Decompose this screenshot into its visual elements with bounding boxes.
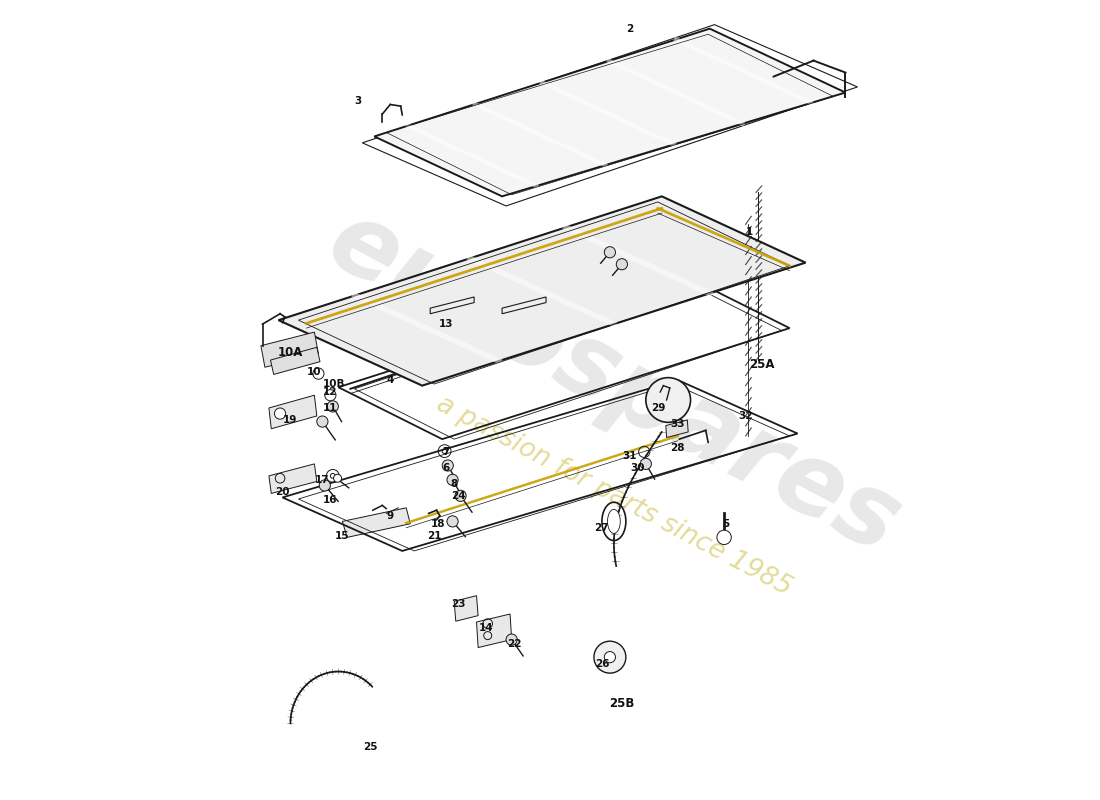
Text: 2: 2: [626, 24, 634, 34]
Circle shape: [330, 474, 336, 478]
Circle shape: [717, 530, 732, 545]
Circle shape: [442, 460, 453, 471]
Polygon shape: [454, 596, 478, 622]
Circle shape: [317, 416, 328, 427]
Text: 9: 9: [387, 510, 394, 521]
Text: 5: 5: [722, 518, 729, 529]
Text: 33: 33: [671, 419, 685, 429]
Polygon shape: [271, 347, 320, 374]
Polygon shape: [261, 332, 318, 367]
Text: 23: 23: [451, 598, 465, 609]
Text: 11: 11: [323, 403, 338, 413]
Text: 25B: 25B: [609, 697, 635, 710]
Text: a passion for parts since 1985: a passion for parts since 1985: [432, 391, 796, 601]
Text: 20: 20: [275, 487, 289, 497]
Text: 10: 10: [307, 367, 321, 377]
Text: 3: 3: [354, 95, 362, 106]
Text: 10A: 10A: [278, 346, 304, 358]
Text: 19: 19: [284, 415, 298, 425]
Circle shape: [506, 634, 517, 645]
Text: 4: 4: [386, 375, 394, 385]
Text: 28: 28: [671, 443, 685, 453]
Circle shape: [275, 408, 286, 419]
Polygon shape: [374, 29, 846, 196]
Text: 7: 7: [442, 447, 450, 457]
Text: 18: 18: [431, 518, 446, 529]
Circle shape: [616, 258, 627, 270]
Polygon shape: [268, 464, 317, 494]
Ellipse shape: [607, 510, 620, 534]
Circle shape: [333, 474, 342, 482]
Circle shape: [594, 641, 626, 673]
Circle shape: [646, 378, 691, 422]
Circle shape: [327, 401, 339, 412]
Polygon shape: [268, 395, 317, 429]
Text: 12: 12: [323, 387, 338, 397]
Text: 22: 22: [507, 638, 521, 649]
Polygon shape: [666, 420, 689, 438]
Circle shape: [447, 474, 459, 486]
Text: 13: 13: [439, 319, 453, 329]
Text: 1: 1: [746, 227, 754, 238]
Polygon shape: [278, 196, 805, 386]
Text: 6: 6: [442, 463, 450, 473]
Text: eurospares: eurospares: [311, 193, 916, 575]
Text: 30: 30: [630, 463, 645, 473]
Circle shape: [455, 490, 466, 502]
Circle shape: [604, 651, 616, 662]
Circle shape: [640, 458, 651, 470]
Text: 27: 27: [595, 522, 609, 533]
Text: 10B: 10B: [323, 379, 345, 389]
Text: 14: 14: [478, 622, 494, 633]
Text: 24: 24: [451, 491, 465, 501]
Text: 17: 17: [315, 475, 330, 485]
Text: 29: 29: [650, 403, 666, 413]
Circle shape: [604, 246, 616, 258]
Polygon shape: [342, 508, 410, 538]
Text: 32: 32: [738, 411, 752, 421]
Circle shape: [319, 480, 330, 491]
Text: 25: 25: [363, 742, 377, 752]
Circle shape: [447, 516, 459, 527]
Text: 15: 15: [336, 530, 350, 541]
Text: 8: 8: [451, 479, 458, 489]
Text: 31: 31: [623, 451, 637, 461]
Text: 25A: 25A: [749, 358, 774, 370]
Text: 16: 16: [323, 495, 338, 505]
Circle shape: [312, 368, 324, 379]
Polygon shape: [476, 614, 512, 647]
Text: 21: 21: [427, 530, 441, 541]
Text: 26: 26: [595, 658, 609, 669]
